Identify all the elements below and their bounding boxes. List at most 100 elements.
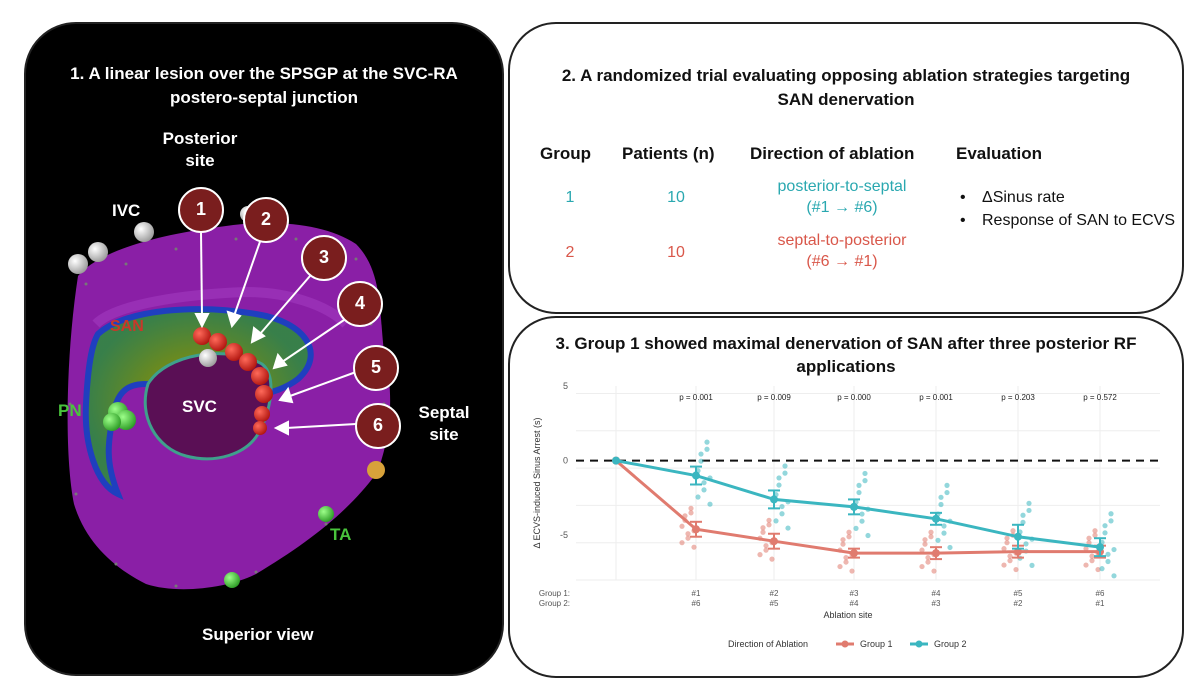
mean-point: [1096, 543, 1104, 552]
svc-label: SVC: [182, 397, 217, 416]
individual-point: [1083, 546, 1089, 552]
individual-point: [837, 563, 843, 570]
individual-point: [1083, 562, 1089, 568]
individual-point: [698, 451, 704, 457]
legend-swatch-dot: [841, 640, 849, 648]
individual-point: [840, 537, 846, 543]
legend-entry: Group 1: [860, 639, 893, 649]
individual-point: [922, 537, 928, 543]
individual-point: [862, 478, 868, 484]
x-row-group2-label: Group 2:: [539, 599, 570, 608]
individual-point: [941, 530, 947, 536]
y-tick-label: 0: [563, 456, 568, 466]
individual-point: [862, 470, 868, 477]
marker-2: 2: [260, 209, 271, 229]
atrium-map-illustration: [67, 187, 401, 590]
individual-point: [704, 446, 710, 452]
individual-point: [773, 518, 779, 524]
individual-point: [846, 534, 852, 540]
individual-point: [925, 559, 931, 565]
individual-point: [935, 537, 941, 543]
individual-point: [856, 482, 862, 488]
row1-sequence: (#1 → #6): [806, 199, 878, 216]
x-tick-group1: #1: [692, 589, 701, 598]
mean-point: [932, 514, 940, 523]
y-tick-label: -5: [560, 530, 568, 540]
individual-point: [1102, 530, 1108, 536]
mean-point: [692, 471, 700, 480]
individual-point: [779, 511, 785, 517]
x-row-group1-label: Group 1:: [539, 589, 570, 598]
legend-entry: Group 2: [934, 639, 967, 649]
individual-point: [1004, 535, 1010, 541]
p-value-label: p = 0.572: [1083, 393, 1117, 402]
individual-point: [707, 501, 713, 507]
individual-point: [679, 540, 685, 546]
individual-point: [782, 470, 788, 476]
individual-point: [1108, 518, 1114, 524]
mean-point: [850, 549, 858, 558]
individual-point: [1007, 553, 1013, 559]
individual-point: [688, 505, 694, 511]
individual-point: [846, 529, 852, 535]
p-value-label: p = 0.001: [919, 393, 953, 402]
x-tick-group2: #1: [1096, 599, 1105, 608]
header-group: Group: [540, 144, 591, 163]
individual-point: [776, 482, 782, 488]
individual-point: [704, 439, 710, 445]
individual-point: [938, 494, 944, 500]
individual-point: [688, 510, 694, 516]
individual-point: [1111, 573, 1117, 579]
y-axis-label: Δ ECVS-induced Sinus Arrest (s): [532, 417, 542, 548]
x-tick-group2: #6: [692, 599, 701, 608]
individual-point: [931, 568, 937, 574]
panel2-title: 2. A randomized trial evaluating opposin…: [561, 66, 1131, 109]
header-direction: Direction of ablation: [750, 144, 915, 163]
panel-trial-design: 2. A randomized trial evaluating opposin…: [508, 22, 1184, 314]
individual-point: [1102, 523, 1108, 529]
individual-point: [938, 501, 944, 508]
row1-group: 1: [565, 189, 575, 206]
individual-point: [1010, 528, 1016, 534]
evaluation-list: ΔSinus rate Response of SAN to ECVS: [956, 187, 1176, 233]
row2-group: 2: [565, 244, 575, 261]
x-tick-group2: #2: [1014, 599, 1023, 608]
individual-point: [1001, 562, 1007, 568]
y-tick-label: 5: [563, 381, 568, 391]
site-markers: [178, 187, 401, 449]
legend-title: Direction of Ablation: [728, 639, 808, 649]
individual-point: [760, 525, 766, 531]
individual-point: [1029, 562, 1035, 568]
individual-point: [1099, 566, 1105, 572]
individual-point: [1001, 546, 1007, 552]
individual-point: [1086, 535, 1092, 541]
marker-1: 1: [195, 199, 206, 219]
denervation-chart: 5 0 -5 Δ ECVS-induced Sinus Arrest (s) p = 0…: [532, 381, 1160, 649]
individual-point: [859, 518, 865, 524]
individual-point: [1089, 553, 1095, 559]
individual-point: [1020, 519, 1026, 525]
x-tick-group1: #2: [770, 589, 779, 598]
mean-point: [850, 502, 858, 511]
p-value-label: p = 0.000: [837, 393, 871, 402]
ablation-lesion-points: [193, 327, 273, 435]
panel-lesion-map: 1. A linear lesion over the SPSGP at the…: [24, 22, 504, 676]
plot-area: [576, 386, 1160, 580]
individual-point: [1007, 558, 1013, 564]
individual-point: [695, 494, 701, 500]
x-tick-group1: #6: [1096, 589, 1105, 598]
san-label: SAN: [110, 318, 144, 335]
marker-4: 4: [354, 293, 365, 313]
phrenic-nerve-markers: [103, 402, 385, 588]
evaluation-item: ΔSinus rate: [956, 187, 1176, 208]
row1-patients: 10: [667, 189, 685, 206]
header-evaluation: Evaluation: [956, 144, 1042, 163]
individual-point: [928, 529, 934, 535]
x-tick-group1: #3: [850, 589, 859, 598]
individual-point: [1111, 546, 1117, 553]
marker-5: 5: [370, 357, 381, 377]
individual-point: [840, 541, 846, 547]
superior-view-label: Superior view: [202, 625, 314, 644]
x-tick-group1: #5: [1014, 589, 1023, 598]
individual-point: [944, 489, 950, 496]
